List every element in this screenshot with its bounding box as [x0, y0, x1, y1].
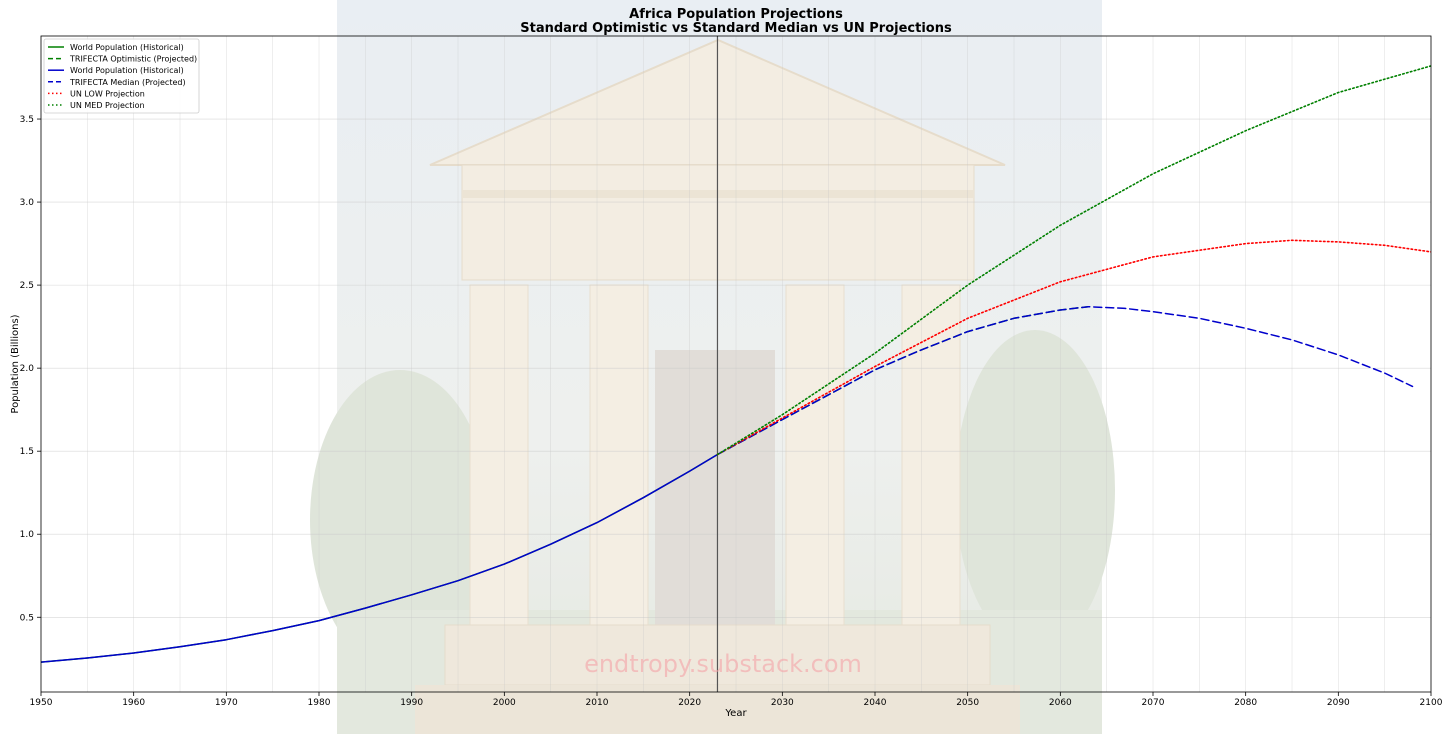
x-tick-label: 2090 [1327, 698, 1350, 708]
x-tick-label: 2000 [493, 698, 516, 708]
y-tick-label: 2.0 [20, 364, 35, 374]
y-tick-label: 3.0 [20, 198, 35, 208]
series-lines [41, 65, 1431, 663]
legend-label: TRIFECTA Optimistic (Projected) [69, 55, 197, 64]
x-tick-label: 2050 [956, 698, 979, 708]
y-tick-label: 1.0 [20, 530, 35, 540]
series-line-3 [41, 453, 719, 663]
grid [40, 36, 1432, 692]
legend-label: UN MED Projection [70, 101, 145, 110]
series-line-6 [716, 65, 1431, 456]
series-line-5 [716, 239, 1431, 456]
y-tick-label: 0.5 [20, 613, 34, 623]
legend: World Population (Historical) TRIFECTA Op… [43, 38, 200, 114]
y-axis-ticks: 0.5 1.0 1.5 2.0 2.5 3.0 3.5 [20, 115, 41, 623]
plot-frame [40, 35, 1432, 693]
x-tick-label: 1990 [400, 698, 423, 708]
x-axis-label: Year [724, 708, 747, 719]
y-axis-label: Population (Billions) [10, 314, 21, 413]
x-axis-ticks: 1950 1960 1970 1980 1990 2000 2010 2020 2030 2040… [30, 692, 1443, 708]
x-tick-label: 2060 [1049, 698, 1072, 708]
x-tick-label: 1980 [308, 698, 331, 708]
x-tick-label: 1970 [215, 698, 238, 708]
legend-box [43, 38, 200, 114]
chart-subtitle: Standard Optimistic vs Standard Median v… [520, 21, 952, 36]
x-tick-label: 2080 [1234, 698, 1257, 708]
x-tick-label: 2030 [771, 698, 794, 708]
legend-label: TRIFECTA Median (Projected) [69, 78, 186, 87]
x-tick-label: 2100 [1420, 698, 1443, 708]
y-tick-label: 2.5 [20, 281, 34, 291]
series-line-4 [716, 305, 1414, 456]
x-tick-label: 2010 [586, 698, 609, 708]
x-tick-label: 2020 [678, 698, 701, 708]
x-tick-label: 1950 [30, 698, 53, 708]
legend-label: World Population (Historical) [70, 43, 184, 52]
background-image [310, 0, 1115, 734]
x-tick-label: 1960 [122, 698, 145, 708]
x-tick-label: 2040 [864, 698, 887, 708]
y-tick-label: 3.5 [20, 115, 34, 125]
chart-title: Africa Population Projections [629, 7, 843, 22]
legend-label: World Population (Historical) [70, 66, 184, 75]
y-tick-label: 1.5 [20, 447, 34, 457]
watermark: endtropy.substack.com [584, 650, 862, 678]
legend-label: UN LOW Projection [70, 89, 145, 98]
x-tick-label: 2070 [1142, 698, 1165, 708]
